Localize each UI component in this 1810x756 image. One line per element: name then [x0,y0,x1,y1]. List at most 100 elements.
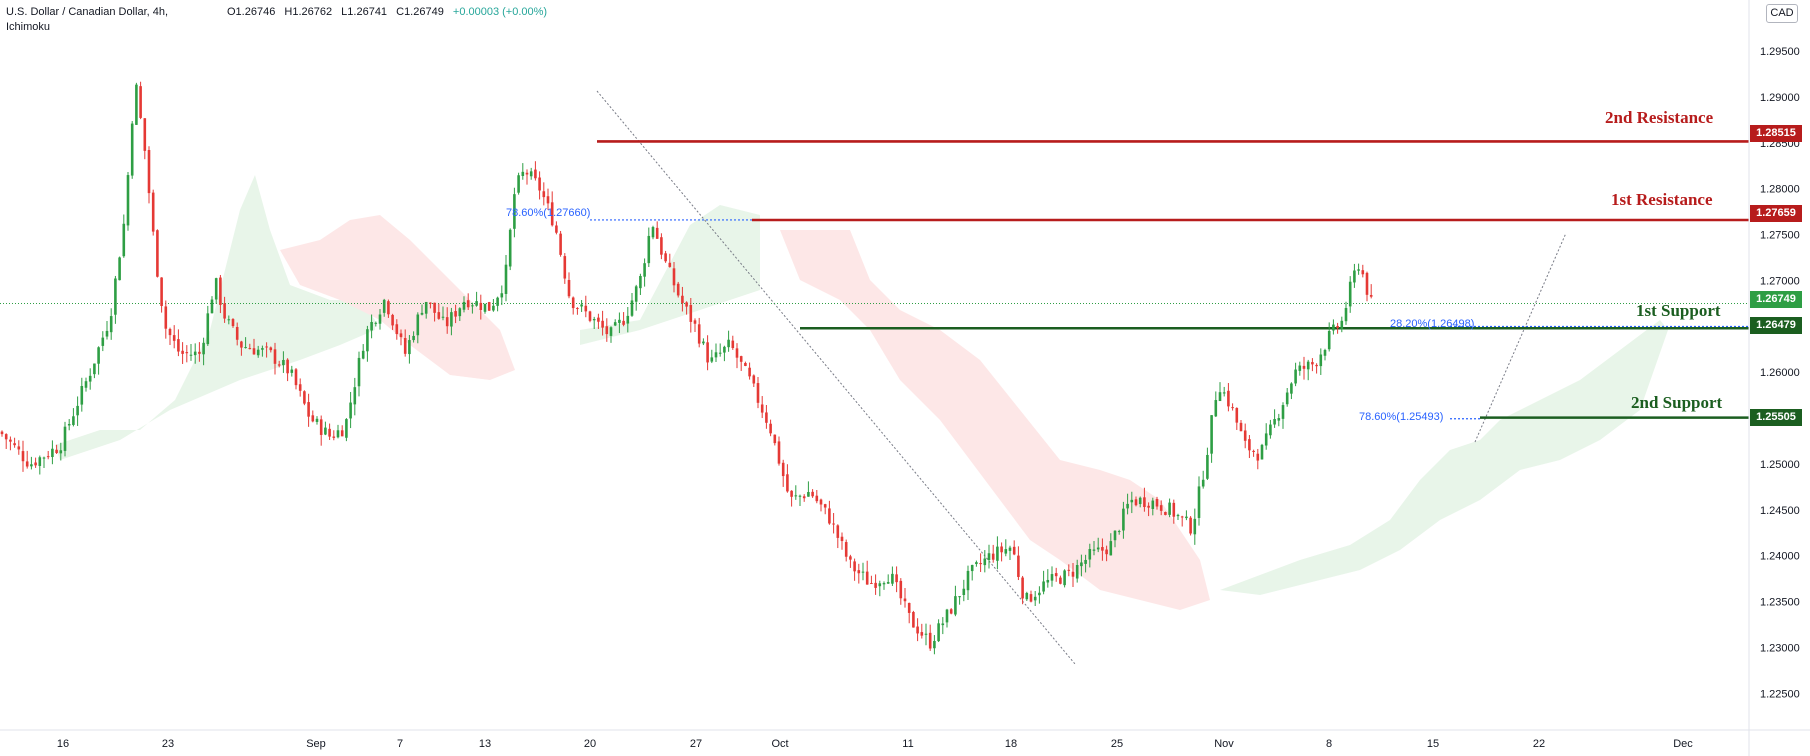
candle-body [1315,364,1318,367]
candle-body [542,191,546,198]
candle-body [1122,508,1125,531]
candle-body [1306,361,1310,370]
candle-body [807,492,810,497]
candle-body [1084,559,1087,564]
candle-body [1180,516,1184,518]
candle-body [891,573,894,584]
candle-body [303,391,306,404]
candle-body [1101,547,1104,551]
candle-body [235,326,239,340]
x-tick-label: 11 [902,738,913,750]
candle-body [588,311,592,321]
candle-body [996,546,999,561]
candle-body [1344,307,1348,322]
candle-body [1365,272,1369,295]
candle-body [601,320,604,328]
candle-body [487,302,491,311]
candle-body [508,229,512,267]
fib-trend-lines [590,90,1750,665]
candle-body [1302,365,1306,369]
candle-body [916,626,919,634]
candle-body [328,428,331,437]
ohlc-readout: O1.26746 H1.26762 L1.26741 C1.26749 +0.0… [227,5,553,20]
candle-body [790,490,793,497]
candle-body [332,436,336,438]
candle-body [72,416,75,425]
candle-body [651,227,655,238]
y-tick-label: 1.23500 [1760,597,1800,609]
currency-button[interactable]: CAD [1766,4,1798,23]
candle-body [928,632,932,649]
candle-body [181,350,184,354]
y-tick-label: 1.23000 [1760,642,1800,654]
candle-body [534,169,537,179]
candle-body [382,299,386,313]
candle-body [622,320,625,325]
candle-body [1214,400,1218,417]
candle-body [479,302,483,310]
candle-body [172,335,176,341]
candle-body [513,194,516,229]
candle-body [1206,454,1209,479]
candle-body [840,536,844,542]
candle-body [714,352,718,358]
candle-body [109,316,113,333]
candle-body [1256,453,1260,461]
x-tick-label: 27 [690,738,702,750]
y-tick-label: 1.28000 [1760,184,1800,196]
candle-body [130,123,134,176]
candle-body [538,177,541,191]
candle-body [273,349,277,364]
fib-label-1: 78.60%(1.27660) [506,207,591,219]
candle-body [958,596,961,598]
fib-label-2: 28.20%(1.26498) [1390,318,1475,330]
candle-body [702,341,705,344]
candle-body [164,306,168,329]
candle-body [786,474,789,492]
y-tick-label: 1.25000 [1760,459,1800,471]
x-tick-label: Sep [306,738,326,750]
candle-body [353,387,357,405]
candle-body [756,383,760,403]
candle-body [454,311,457,317]
candle-body [895,574,898,583]
candle-body [294,369,298,386]
candle-body [1159,505,1163,511]
ichimoku-cloud [55,175,1668,610]
x-tick-label: Nov [1214,738,1234,750]
candle-body [97,347,100,364]
candle-body [387,301,390,315]
candle-body [59,450,63,454]
x-tick-label: 15 [1427,738,1439,750]
candle-body [1260,444,1264,460]
candle-body [618,319,621,323]
candle-body [1117,531,1121,533]
candle-body [1298,365,1302,371]
candle-body [693,320,697,324]
candle-body [51,448,54,458]
candle-body [1000,546,1003,553]
candle-body [1004,549,1008,554]
candle-body [42,457,46,459]
candle-body [240,341,243,348]
candle-body [1311,362,1314,365]
y-tick-label: 1.24500 [1760,505,1800,517]
candle-body [277,364,281,366]
candle-body [1239,422,1243,432]
candle-body [1348,281,1352,307]
y-tick-label: 1.27000 [1760,275,1800,287]
candle-body [630,300,634,316]
candle-body [391,314,394,326]
x-tick-label: 16 [57,738,69,750]
candle-body [1172,502,1176,517]
candle-body [697,324,701,344]
candle-body [735,348,739,358]
candle-body [752,375,756,384]
candle-body [1063,570,1066,586]
candle-body [1319,354,1323,367]
cloud-bull-area [55,175,375,460]
candle-body [634,286,638,302]
candle-body [882,583,886,585]
candle-body [1369,295,1373,297]
